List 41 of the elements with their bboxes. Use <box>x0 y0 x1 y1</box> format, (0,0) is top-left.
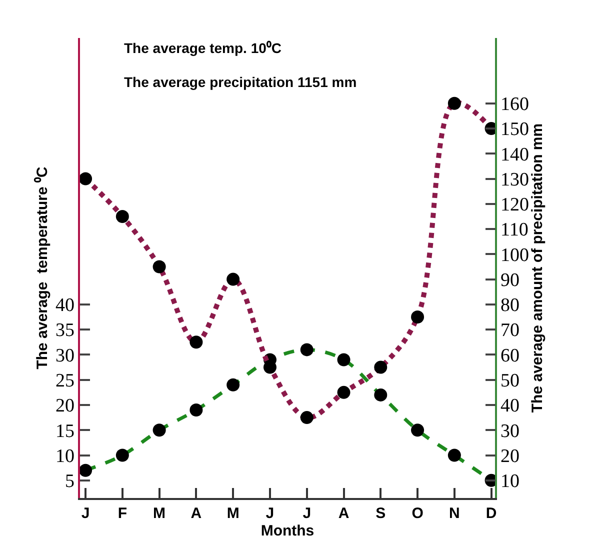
x-tick-label: N <box>449 505 460 522</box>
x-tick-label: D <box>486 505 497 522</box>
y-tick-label: 20 <box>55 396 74 417</box>
y2-axis-title: The average amount of precipitation mm <box>529 123 546 413</box>
x-tick-label: O <box>412 505 424 522</box>
x-tick-label: A <box>190 505 202 522</box>
y2-tick-label: 60 <box>500 345 520 366</box>
y2-tick-label: 140 <box>500 144 530 166</box>
x-tick-label: F <box>118 505 128 522</box>
x-axis-title: Months <box>260 522 314 540</box>
x-tick-label: A <box>338 505 350 522</box>
y2-tick-label: 110 <box>500 220 528 241</box>
y-tick-label: 30 <box>55 345 74 366</box>
y-tick-label: 25 <box>55 370 74 392</box>
y-tick-label: 35 <box>55 320 74 342</box>
x-tick-label: J <box>81 505 90 522</box>
y2-tick-label: 70 <box>500 320 520 342</box>
y-axis-title: The average temperature ⁰C <box>33 166 52 370</box>
x-tick-label: J <box>266 505 274 522</box>
y2-tick-label: 160 <box>500 94 530 116</box>
y2-tick-label: 40 <box>500 396 520 417</box>
y2-tick-label: 130 <box>500 169 530 190</box>
y-tick-label: 10 <box>55 446 74 467</box>
y-tick-label: 5 <box>64 471 74 492</box>
x-tick-label: J <box>302 505 312 522</box>
annotation: The average temp. 10⁰C <box>124 40 282 56</box>
x-tick-label: M <box>226 505 240 522</box>
y-tick-label: 15 <box>55 420 74 442</box>
y2-tick-label: 10 <box>500 471 520 492</box>
y2-tick-label: 120 <box>500 194 530 216</box>
y2-tick-label: 80 <box>500 295 520 316</box>
y2-tick-label: 30 <box>500 420 520 442</box>
y2-tick-label: 50 <box>500 370 520 392</box>
y2-tick-label: 100 <box>500 244 530 266</box>
annotation: The average precipitation 1151 mm <box>124 74 357 90</box>
y2-tick-label: 20 <box>500 446 520 467</box>
x-tick-label: S <box>376 505 386 522</box>
y2-tick-label: 150 <box>500 119 530 140</box>
y-tick-label: 40 <box>55 295 74 316</box>
y2-tick-label: 90 <box>500 270 520 291</box>
x-tick-label: M <box>153 505 166 522</box>
